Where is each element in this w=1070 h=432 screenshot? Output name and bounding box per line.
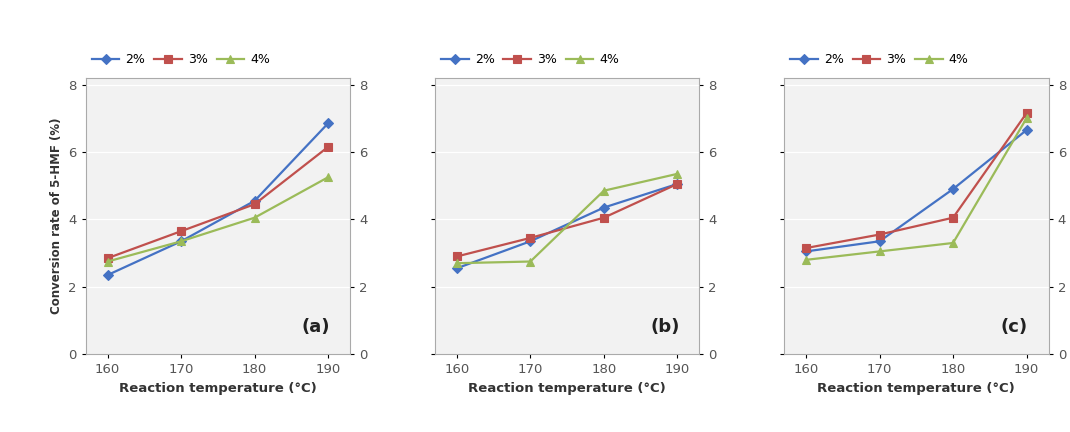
3% bbox=[597, 215, 610, 220]
Text: (a): (a) bbox=[302, 318, 330, 336]
4% bbox=[947, 240, 960, 245]
4% bbox=[873, 249, 886, 254]
Line: 2%: 2% bbox=[104, 120, 332, 279]
3% bbox=[671, 181, 684, 187]
Line: 4%: 4% bbox=[453, 170, 682, 267]
2% bbox=[322, 121, 335, 126]
4% bbox=[524, 259, 537, 264]
4% bbox=[322, 175, 335, 180]
3% bbox=[947, 215, 960, 220]
2% bbox=[450, 266, 463, 271]
3% bbox=[322, 144, 335, 149]
3% bbox=[174, 229, 187, 234]
Line: 3%: 3% bbox=[104, 143, 332, 262]
4% bbox=[450, 260, 463, 266]
Line: 2%: 2% bbox=[802, 126, 1030, 255]
2% bbox=[102, 273, 114, 278]
Legend: 2%, 3%, 4%: 2%, 3%, 4% bbox=[441, 53, 620, 66]
Text: (b): (b) bbox=[651, 318, 679, 336]
4% bbox=[102, 259, 114, 264]
X-axis label: Reaction temperature (°C): Reaction temperature (°C) bbox=[817, 382, 1015, 395]
2% bbox=[799, 249, 812, 254]
4% bbox=[597, 188, 610, 193]
3% bbox=[102, 256, 114, 261]
X-axis label: Reaction temperature (°C): Reaction temperature (°C) bbox=[469, 382, 666, 395]
Y-axis label: Conversion rate of 5-HMF (%): Conversion rate of 5-HMF (%) bbox=[49, 118, 62, 314]
4% bbox=[799, 257, 812, 262]
Text: (c): (c) bbox=[1000, 318, 1028, 336]
3% bbox=[248, 202, 261, 207]
4% bbox=[1020, 116, 1033, 121]
2% bbox=[947, 187, 960, 192]
Line: 4%: 4% bbox=[802, 114, 1030, 264]
2% bbox=[248, 198, 261, 203]
2% bbox=[1020, 127, 1033, 133]
2% bbox=[671, 181, 684, 187]
Legend: 2%, 3%, 4%: 2%, 3%, 4% bbox=[791, 53, 968, 66]
X-axis label: Reaction temperature (°C): Reaction temperature (°C) bbox=[119, 382, 317, 395]
Line: 2%: 2% bbox=[453, 180, 682, 272]
2% bbox=[174, 239, 187, 244]
3% bbox=[524, 235, 537, 241]
3% bbox=[1020, 111, 1033, 116]
Line: 4%: 4% bbox=[104, 173, 332, 265]
3% bbox=[873, 232, 886, 237]
Legend: 2%, 3%, 4%: 2%, 3%, 4% bbox=[92, 53, 271, 66]
2% bbox=[873, 239, 886, 244]
4% bbox=[248, 215, 261, 220]
4% bbox=[671, 171, 684, 176]
3% bbox=[799, 245, 812, 251]
2% bbox=[524, 239, 537, 244]
Line: 3%: 3% bbox=[453, 180, 682, 260]
Line: 3%: 3% bbox=[802, 109, 1030, 252]
2% bbox=[597, 205, 610, 210]
4% bbox=[174, 239, 187, 244]
3% bbox=[450, 254, 463, 259]
